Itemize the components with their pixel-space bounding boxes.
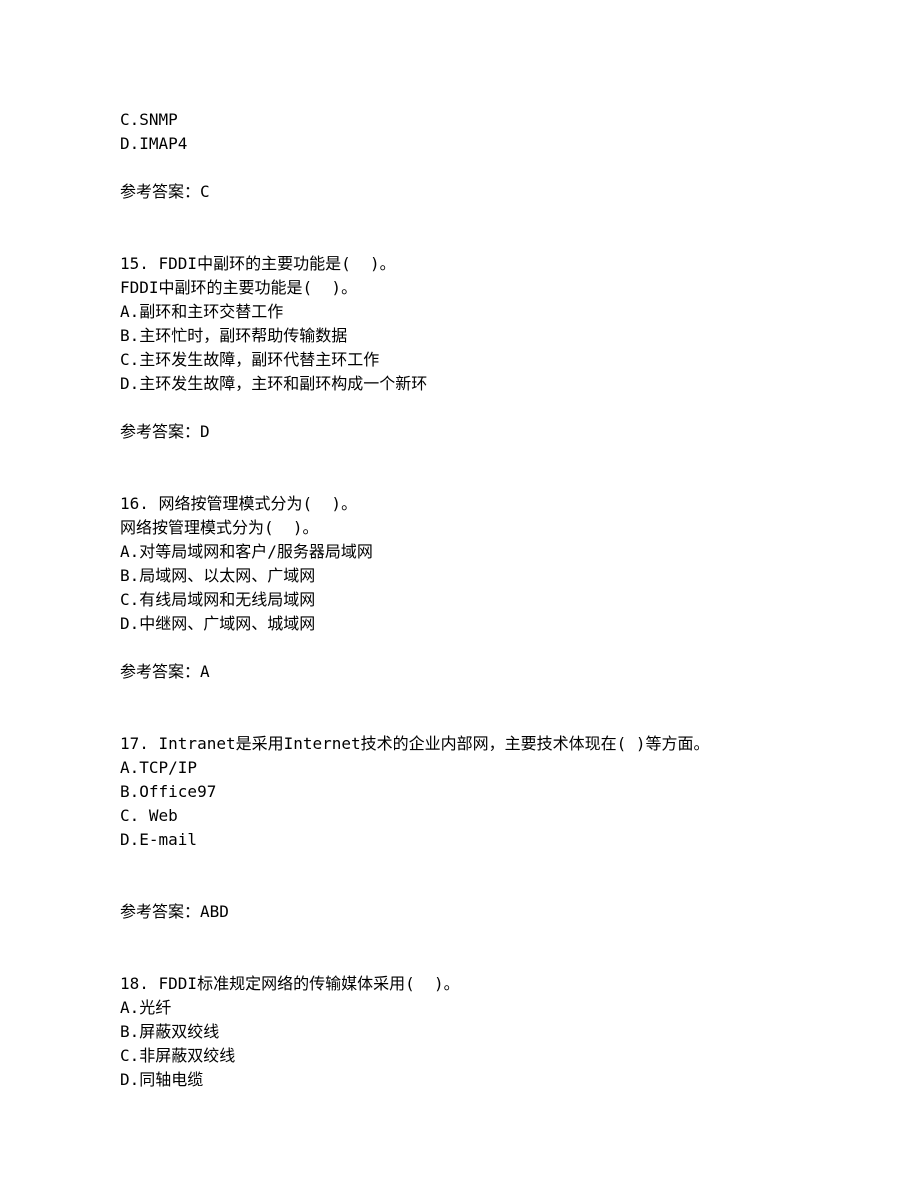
q18-option-b: B.屏蔽双绞线: [120, 1020, 800, 1044]
q15-option-d: D.主环发生故障，主环和副环构成一个新环: [120, 372, 800, 396]
q17-answer: 参考答案：ABD: [120, 900, 800, 924]
q16-option-c: C.有线局域网和无线局域网: [120, 588, 800, 612]
spacer: [120, 204, 800, 252]
q17-title: 17. Intranet是采用Internet技术的企业内部网，主要技术体现在(…: [120, 732, 800, 756]
q18-title: 18. FDDI标准规定网络的传输媒体采用( )。: [120, 972, 800, 996]
q14-option-c: C.SNMP: [120, 108, 800, 132]
q16-option-d: D.中继网、广域网、城域网: [120, 612, 800, 636]
q14-answer: 参考答案：C: [120, 180, 800, 204]
q15-title: 15. FDDI中副环的主要功能是( )。: [120, 252, 800, 276]
spacer: [120, 924, 800, 972]
q15-option-b: B.主环忙时，副环帮助传输数据: [120, 324, 800, 348]
spacer: [120, 636, 800, 660]
q17-option-b: B.Office97: [120, 780, 800, 804]
q15-option-c: C.主环发生故障，副环代替主环工作: [120, 348, 800, 372]
q15-answer: 参考答案：D: [120, 420, 800, 444]
q16-option-a: A.对等局域网和客户/服务器局域网: [120, 540, 800, 564]
q16-title: 16. 网络按管理模式分为( )。: [120, 492, 800, 516]
spacer: [120, 396, 800, 420]
q16-option-b: B.局域网、以太网、广域网: [120, 564, 800, 588]
q17-option-d: D.E-mail: [120, 828, 800, 852]
q18-option-c: C.非屏蔽双绞线: [120, 1044, 800, 1068]
spacer: [120, 156, 800, 180]
spacer: [120, 684, 800, 732]
q14-option-d: D.IMAP4: [120, 132, 800, 156]
exam-page: C.SNMP D.IMAP4 参考答案：C 15. FDDI中副环的主要功能是(…: [0, 0, 920, 1191]
q18-option-d: D.同轴电缆: [120, 1068, 800, 1092]
q16-answer: 参考答案：A: [120, 660, 800, 684]
q15-option-a: A.副环和主环交替工作: [120, 300, 800, 324]
q16-subtitle: 网络按管理模式分为( )。: [120, 516, 800, 540]
q17-option-c: C. Web: [120, 804, 800, 828]
q15-subtitle: FDDI中副环的主要功能是( )。: [120, 276, 800, 300]
spacer: [120, 852, 800, 900]
q17-option-a: A.TCP/IP: [120, 756, 800, 780]
q18-option-a: A.光纤: [120, 996, 800, 1020]
spacer: [120, 444, 800, 492]
